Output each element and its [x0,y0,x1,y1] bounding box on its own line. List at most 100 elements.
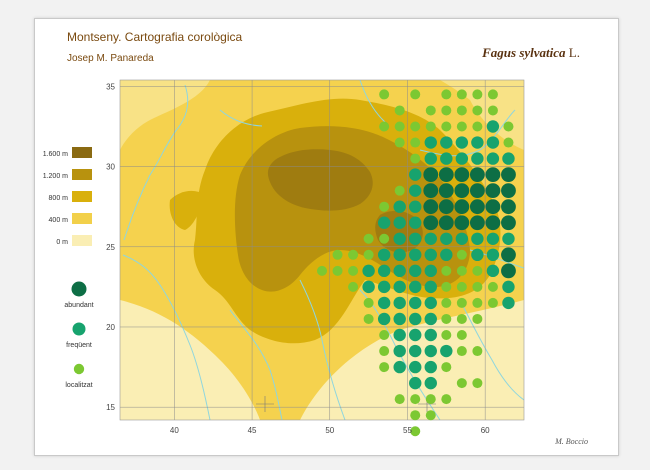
occurrence-dot [441,394,452,405]
occurrence-dot [441,297,452,308]
occurrence-dot [409,296,422,310]
occurrence-dot [471,136,484,149]
occurrence-dot [501,199,516,215]
occurrence-dot [393,296,406,310]
occurrence-dot [410,137,421,148]
occurrence-dot [441,265,452,276]
occurrence-dot [409,360,422,374]
occurrence-dot [394,394,405,405]
occurrence-dot [393,264,406,278]
x-tick-label: 40 [170,426,179,435]
occurrence-dot [471,248,484,262]
occurrence-dot [363,313,374,324]
occurrence-dot [393,216,406,229]
occurrence-dot [441,105,452,116]
occurrence-dot [472,105,483,116]
occurrence-dot [393,280,406,294]
occurrence-dot [469,215,485,231]
occurrence-dot [410,153,421,164]
occurrence-dot [379,121,390,132]
occurrence-dot [472,89,483,100]
occurrence-dot [409,312,422,326]
occurrence-dot [456,281,467,292]
occurrence-dot [409,184,422,197]
occurrence-dot [502,280,515,294]
occurrence-dot [379,89,390,100]
occurrence-dot [409,200,422,213]
occurrence-dot [424,360,437,374]
y-tick-label: 35 [106,82,115,91]
occurrence-dot [455,232,469,245]
elevation-label: 1.200 m [43,173,68,180]
occurrence-dot [393,312,406,326]
y-tick-label: 25 [106,243,115,252]
occurrence-dot [487,297,498,308]
occurrence-dot [472,313,483,324]
occurrence-dot [363,233,374,244]
occurrence-dot [348,281,359,292]
occurrence-dot [440,136,453,149]
occurrence-dot [409,216,422,229]
occurrence-dot [379,201,390,212]
occurrence-dot [503,121,514,132]
occurrence-dot [377,264,391,278]
occurrence-dot [471,232,484,245]
occurrence-dot [441,330,452,340]
occurrence-dot [424,344,437,358]
occurrence-dot [486,120,500,133]
occurrence-dot [501,183,516,199]
occurrence-dot [393,360,406,374]
occurrence-dot [394,137,405,148]
occurrence-dot [424,248,437,262]
occurrence-dot [472,297,483,308]
occurrence-dot [456,105,467,116]
occurrence-dot [409,344,422,358]
occurrence-dot [502,152,515,165]
occurrence-dot [438,183,454,199]
x-tick-label: 50 [325,426,334,435]
occurrence-dot [409,168,422,181]
elevation-label: 0 m [56,239,68,246]
occurrence-dot [362,280,375,294]
elevation-swatch [72,147,92,158]
occurrence-dot [438,167,454,183]
page-title: Montseny. Cartografia corològica [67,30,243,44]
occurrence-dot [424,152,437,165]
occurrence-dot [423,183,439,199]
occurrence-dot [440,344,453,358]
occurrence-dot [456,249,467,260]
occurrence-dot [486,152,500,165]
occurrence-dot [409,248,422,262]
occurrence-dot [394,185,405,196]
occurrence-dot [485,167,501,183]
abundance-label: freqüent [66,342,92,349]
occurrence-dot [393,200,406,213]
occurrence-dot [424,280,437,294]
occurrence-dot [424,232,437,245]
occurrence-dot [425,410,436,421]
occurrence-dot [456,121,467,132]
occurrence-dot [455,136,469,149]
occurrence-dot [472,378,483,389]
elevation-swatch [72,213,92,224]
occurrence-dot [409,376,422,390]
occurrence-dot [393,328,406,342]
occurrence-dot [501,247,516,263]
occurrence-dot [440,232,453,245]
occurrence-dot [423,167,439,183]
occurrence-dot [440,248,453,262]
occurrence-dot [486,248,500,262]
occurrence-dot [394,105,405,116]
occurrence-dot [438,199,454,215]
occurrence-dot [423,215,439,231]
occurrence-dot [394,121,405,132]
occurrence-dot [425,121,436,132]
occurrence-dot [409,264,422,278]
elevation-label: 400 m [49,217,69,224]
abundance-swatch [71,281,87,297]
occurrence-dot [454,183,470,199]
occurrence-dot [332,249,343,260]
y-tick-label: 30 [106,163,115,172]
occurrence-dot [348,249,359,260]
